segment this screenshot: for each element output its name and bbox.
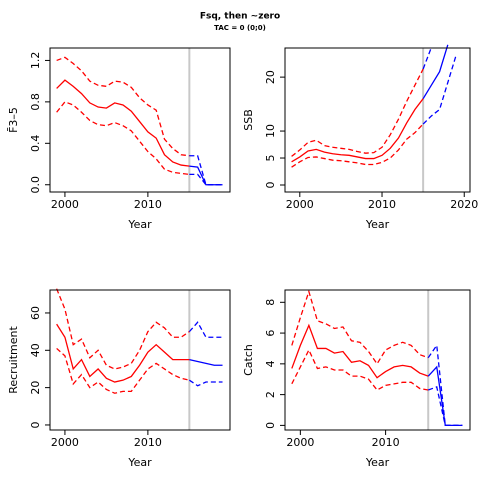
y-tick-label: 60 [29,306,42,320]
y-tick-label: 20 [29,381,42,395]
series-line [291,289,429,366]
x-tick-label: 2010 [368,198,396,211]
chart-subtitle: TAC = 0 (0;0) [214,24,266,32]
y-axis-label: Catch [242,344,255,376]
series-line [422,55,457,125]
plot-frame [284,47,471,193]
y-tick-label: 10 [264,124,277,138]
chart-title: Fsq, then ~zero [200,12,280,22]
y-tick-label: 1.2 [29,52,42,70]
y-tick-label: 8 [264,299,277,306]
x-axis-label: Year [127,456,152,469]
series-line [56,347,190,394]
y-tick-label: 40 [29,343,42,357]
y-tick-label: 5 [264,155,277,162]
y-tick-label: 4 [264,360,277,367]
plot-frame [49,289,231,431]
plot-frame [284,289,471,431]
y-tick-label: 0.8 [29,93,42,111]
series-line [422,44,449,100]
y-axis-label: F̄3–5 [7,107,20,133]
series-line [56,101,190,176]
series-line [428,386,463,427]
x-tick-label: 2010 [134,436,162,449]
y-axis-label: SSB [242,109,255,131]
y-tick-label: 2 [264,391,277,398]
y-tick-label: 0 [29,421,42,428]
x-tick-label: 2020 [450,198,478,211]
series-line [56,56,190,157]
series-line [56,323,190,383]
series-line [291,98,424,163]
series-line [291,123,424,168]
y-tick-label: 6 [264,330,277,337]
x-axis-label: Year [365,456,390,469]
series-line [188,321,223,338]
x-tick-label: 2000 [51,198,79,211]
x-tick-label: 2000 [51,436,79,449]
series-line [56,288,190,370]
series-line [188,379,223,387]
series-line [189,173,223,186]
y-tick-label: 20 [264,70,277,84]
series-line [291,68,424,157]
y-tick-label: 0.0 [29,176,42,194]
x-tick-label: 2000 [286,436,314,449]
y-axis-label: Recruitment [7,326,20,394]
y-tick-label: 0 [264,422,277,429]
series-line [56,79,190,167]
plot-frame [49,47,231,193]
series-line [422,47,432,70]
x-tick-label: 2010 [372,436,400,449]
series-line [291,323,429,379]
x-tick-label: 2010 [134,198,162,211]
y-tick-label: 0 [264,181,277,188]
y-tick-label: 0.4 [29,135,42,153]
series-line [291,348,429,391]
x-axis-label: Year [127,218,152,231]
x-tick-label: 2000 [286,198,314,211]
x-axis-label: Year [365,218,390,231]
series-line [189,358,223,366]
